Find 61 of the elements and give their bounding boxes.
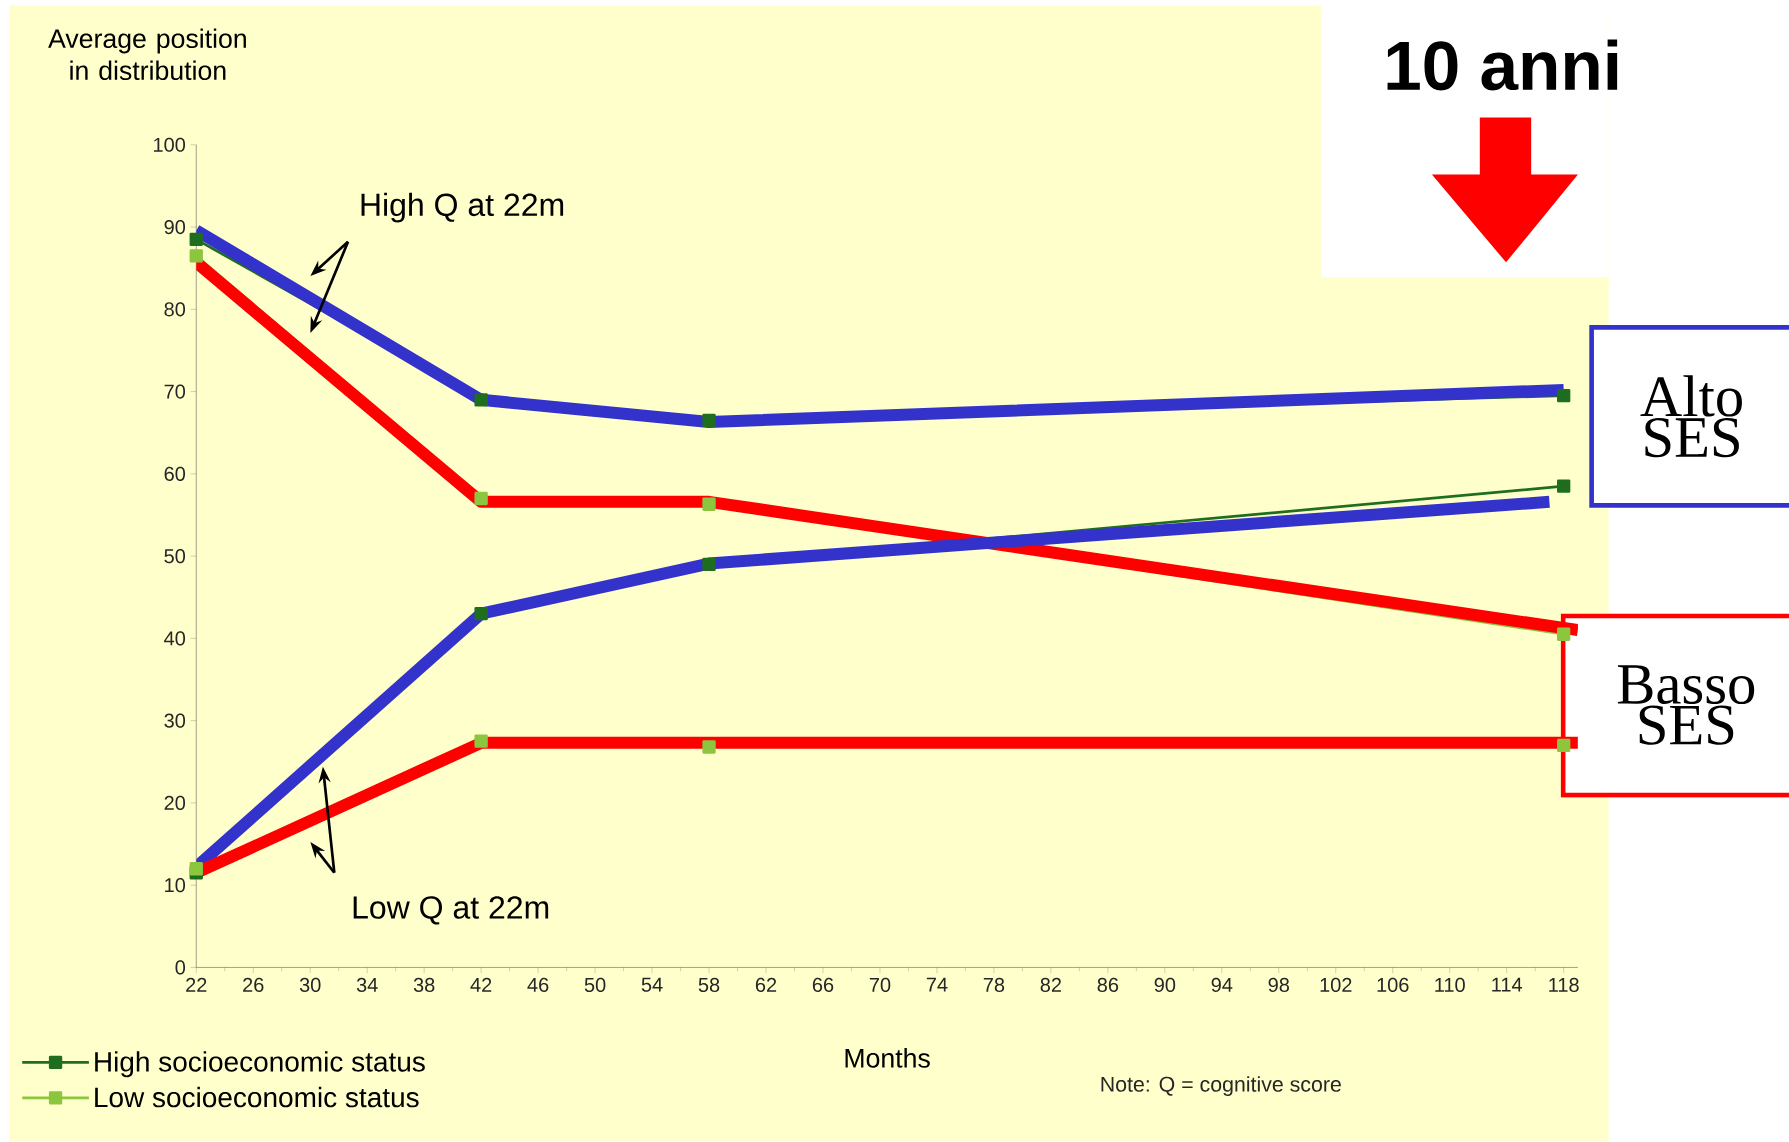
y-tick-label: 0 [175, 960, 186, 975]
y-tick-label: 30 [164, 713, 186, 728]
x-tick-label: 94 [1211, 977, 1233, 992]
point [189, 232, 203, 247]
x-tick-label: 74 [926, 977, 948, 992]
x-tick-label: 34 [356, 977, 378, 992]
x-tick-label: 70 [869, 977, 891, 992]
x-tick-label: 110 [1435, 977, 1465, 992]
point [189, 862, 203, 876]
x-tick-label: 98 [1268, 977, 1290, 992]
y-tick-label: 80 [164, 302, 186, 317]
x-tick-label: 118 [1549, 977, 1579, 992]
point [474, 491, 488, 506]
x-tick-label: 42 [470, 977, 492, 992]
x-tick-label: 58 [698, 977, 720, 992]
point [1557, 389, 1571, 403]
text: Alto SES [1640, 375, 1742, 458]
x-tick-label: 26 [243, 977, 264, 992]
y-tick-label: 50 [164, 549, 186, 564]
legend-label: High socioeconomic status [95, 1051, 425, 1078]
point [702, 413, 716, 428]
point [1557, 479, 1571, 493]
y-tick-label: 20 [164, 795, 186, 810]
x-tick-label: 78 [983, 977, 1005, 992]
annotation: High Q at 22m [361, 192, 564, 223]
point [474, 607, 488, 621]
x-tick-label: 82 [1040, 977, 1061, 992]
point [702, 497, 716, 511]
legend-label: Low socioeconomic status [95, 1086, 419, 1108]
x-tick-label: 102 [1320, 977, 1352, 992]
point [1557, 738, 1571, 752]
text: Basso SES [1617, 665, 1755, 745]
y-tick-label: 100 [154, 137, 186, 152]
y-tick-label: 70 [164, 384, 186, 399]
text: Note: Q = cognitive score [1101, 1076, 1341, 1097]
x-tick-label: 46 [527, 977, 549, 992]
x-tick-label: 22 [186, 977, 207, 992]
y-axis-title: Average position in distribution [48, 28, 246, 81]
x-tick-label: 62 [755, 977, 777, 992]
text: 10 anni [1387, 39, 1618, 91]
x-tick-label: 114 [1492, 977, 1523, 992]
x-tick-label: 38 [413, 977, 435, 992]
x-tick-label: 50 [584, 977, 606, 992]
point [474, 734, 488, 748]
x-tick-label: 54 [641, 977, 663, 992]
x-tick-label: 30 [299, 977, 321, 992]
x-tick-label: 66 [812, 977, 834, 992]
y-tick-label: 10 [165, 878, 186, 893]
x-axis-title: Months [845, 1048, 930, 1068]
y-tick-label: 40 [164, 631, 186, 646]
x-tick-label: 86 [1097, 977, 1119, 992]
point [474, 393, 488, 407]
point [702, 740, 716, 754]
y-tick-label: 60 [164, 466, 186, 481]
point [702, 557, 716, 572]
x-tick-label: 90 [1154, 977, 1176, 992]
point [1557, 627, 1571, 641]
annotation: Low Q at 22m [353, 896, 549, 925]
point [189, 249, 203, 263]
y-tick-label: 90 [164, 219, 186, 235]
x-tick-label: 106 [1377, 977, 1409, 992]
